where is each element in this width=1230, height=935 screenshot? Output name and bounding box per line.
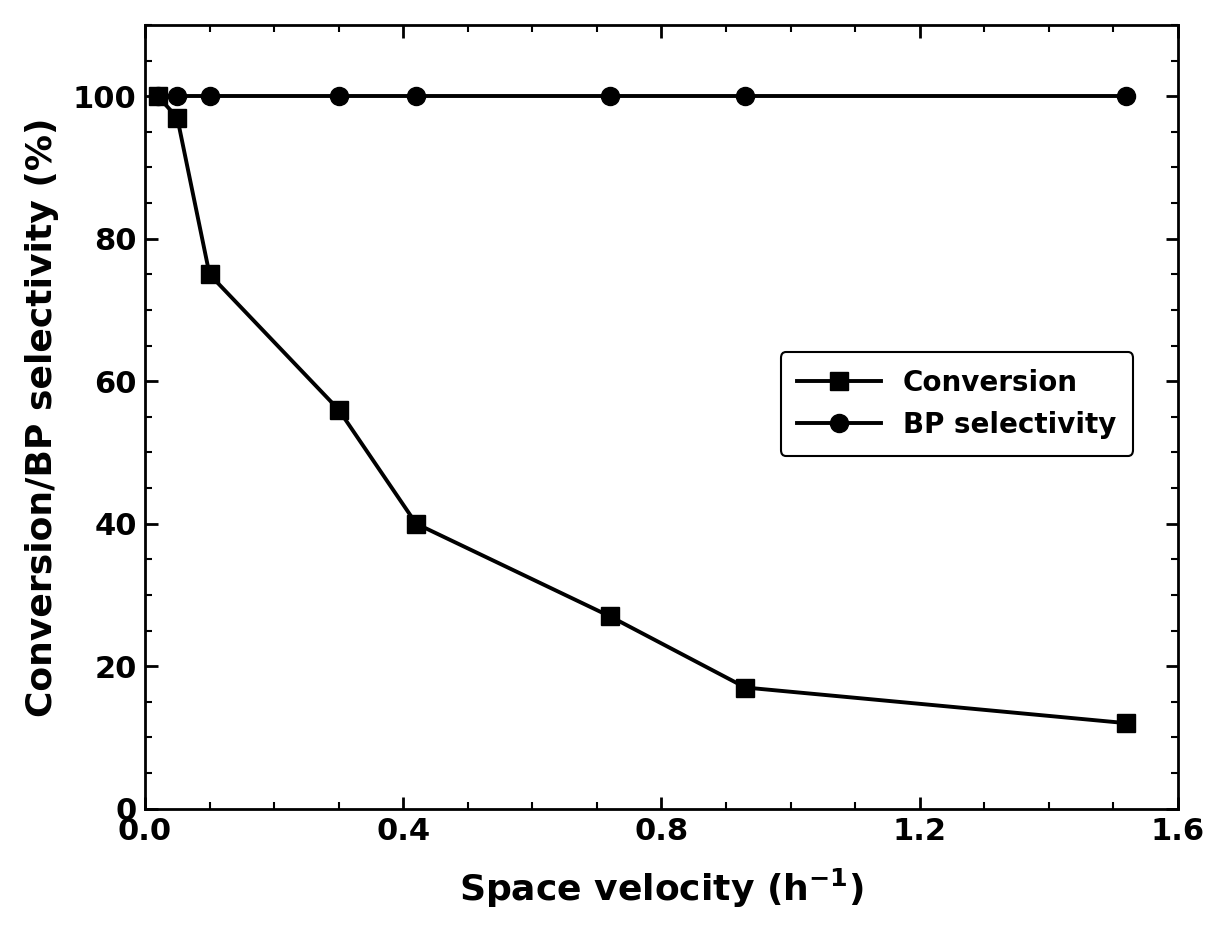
BP selectivity	[738, 91, 753, 102]
Line: Conversion: Conversion	[149, 87, 1135, 732]
BP selectivity	[170, 91, 184, 102]
Conversion	[738, 682, 753, 693]
BP selectivity	[408, 91, 423, 102]
BP selectivity	[202, 91, 216, 102]
Conversion	[202, 268, 216, 280]
BP selectivity	[331, 91, 346, 102]
Conversion	[170, 112, 184, 123]
Conversion	[408, 518, 423, 529]
Y-axis label: Conversion/BP selectivity (%): Conversion/BP selectivity (%)	[25, 117, 59, 716]
Line: BP selectivity: BP selectivity	[149, 87, 1135, 106]
BP selectivity	[1119, 91, 1134, 102]
Conversion	[603, 611, 617, 622]
Conversion	[1119, 717, 1134, 728]
X-axis label: Space velocity (h$^{-1}$): Space velocity (h$^{-1}$)	[459, 867, 863, 910]
Conversion	[150, 91, 165, 102]
BP selectivity	[150, 91, 165, 102]
BP selectivity	[603, 91, 617, 102]
Conversion	[331, 404, 346, 415]
Legend: Conversion, BP selectivity: Conversion, BP selectivity	[781, 352, 1133, 455]
